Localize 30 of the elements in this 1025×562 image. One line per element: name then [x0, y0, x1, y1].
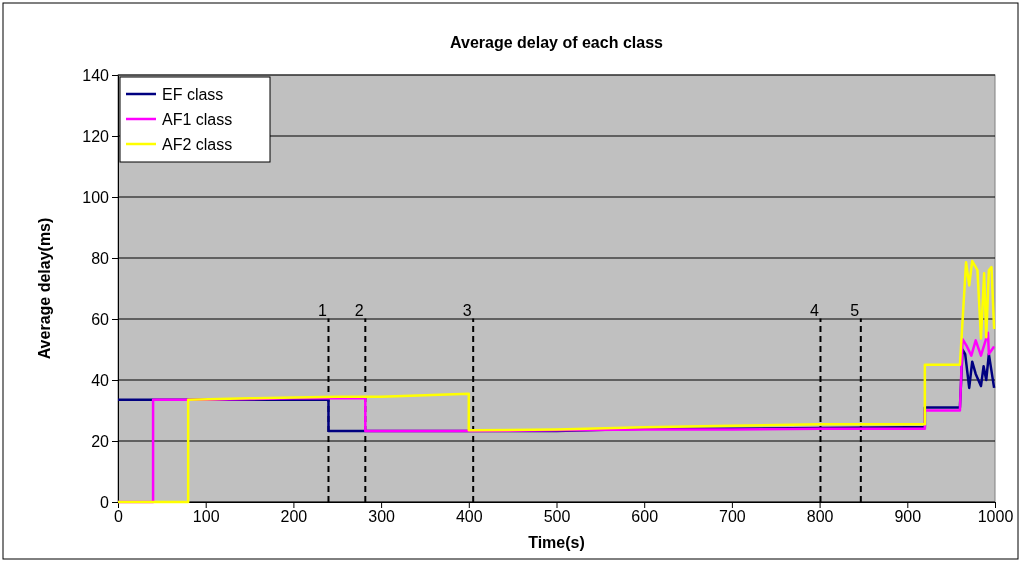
x-tick-label: 400 — [455, 508, 483, 526]
x-tick-label: 600 — [631, 508, 659, 526]
annotation: 5 — [850, 301, 860, 319]
y-tick-label: 0 — [100, 493, 110, 511]
x-tick-label: 200 — [280, 508, 308, 526]
y-tick-label: 140 — [82, 66, 110, 84]
x-tick-label: 700 — [719, 508, 746, 526]
x-tick-label: 500 — [543, 508, 571, 526]
y-tick-label: 40 — [91, 371, 110, 389]
legend-label: EF class — [162, 86, 224, 103]
x-tick-label: 900 — [894, 508, 922, 526]
y-axis-title: Average delay(ms) — [36, 217, 53, 360]
chart-title: Average delay of each class — [450, 34, 664, 51]
y-tick-label: 20 — [91, 432, 110, 450]
y-tick-label: 120 — [82, 127, 110, 145]
annotation: 4 — [810, 301, 820, 319]
annotation: 3 — [462, 301, 472, 319]
x-tick-label: 100 — [192, 508, 220, 526]
annotation: 1 — [318, 301, 328, 319]
legend-label: AF1 class — [162, 111, 233, 128]
y-tick-label: 100 — [82, 188, 110, 206]
y-tick-label: 80 — [91, 249, 110, 267]
x-axis-title: Time(s) — [528, 534, 585, 551]
y-tick-label: 60 — [91, 310, 110, 328]
x-tick-label: 1000 — [977, 508, 1014, 526]
legend-label: AF2 class — [162, 136, 233, 153]
annotation: 2 — [354, 301, 364, 319]
x-tick-label: 300 — [368, 508, 396, 526]
x-tick-label: 800 — [806, 508, 834, 526]
x-tick-label: 0 — [114, 508, 124, 526]
